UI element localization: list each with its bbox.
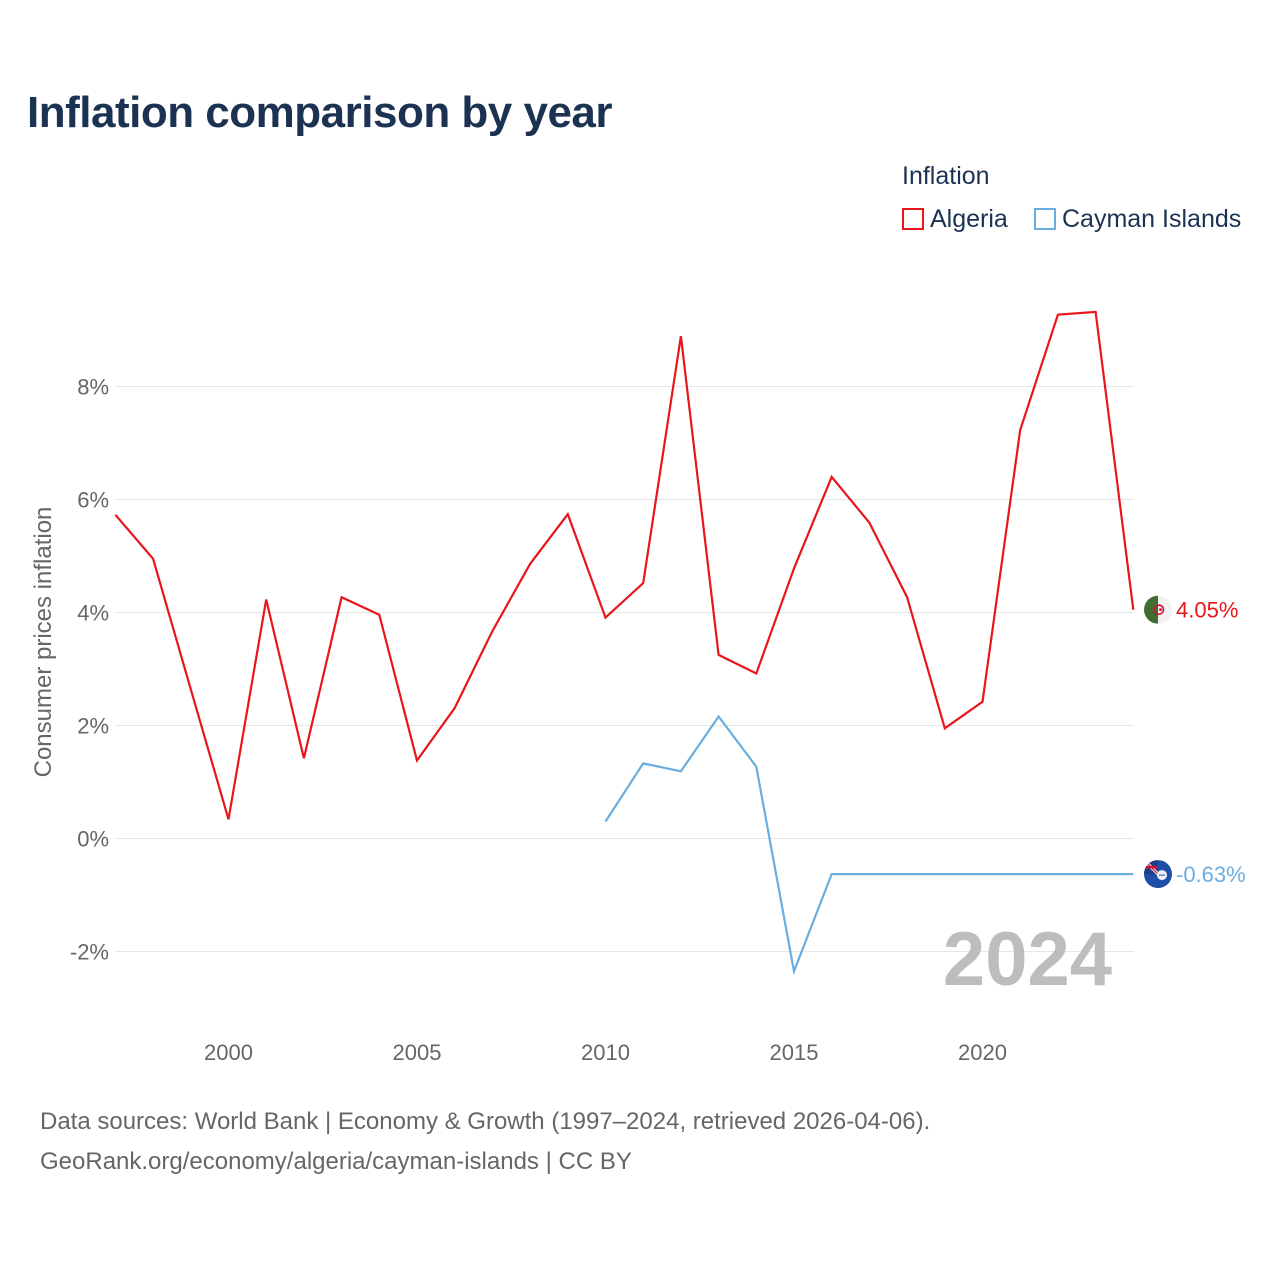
footer-credit: GeoRank.org/economy/algeria/cayman-islan… [40, 1148, 632, 1175]
chart-title: Inflation comparison by year [27, 88, 613, 137]
flag-body [1144, 595, 1172, 624]
x-tick-label: 2010 [581, 1040, 630, 1065]
x-tick-label: 2015 [770, 1040, 819, 1065]
series-lines [114, 310, 1135, 976]
legend-swatch-cayman-islands [1034, 208, 1056, 230]
algeria-flag-icon [1144, 595, 1172, 624]
flag-body [1144, 860, 1172, 889]
flag-star [1159, 608, 1162, 612]
flag-crescent [1153, 604, 1165, 615]
x-tick-label: 2005 [393, 1040, 442, 1065]
legend-title: Inflation [902, 162, 990, 190]
year-watermark: 2024 [943, 917, 1112, 1002]
y-tick-label: 2% [77, 714, 109, 739]
series-line-cayman-islands [604, 714, 1134, 976]
y-tick-label: 6% [77, 488, 109, 513]
legend-swatch-algeria [902, 208, 924, 230]
x-tick-label: 2020 [958, 1040, 1007, 1065]
y-tick-label: -2% [70, 940, 109, 965]
legend-item-algeria[interactable]: Algeria [902, 205, 1008, 233]
flag-green-half [1144, 595, 1158, 624]
y-tick-label: 4% [77, 601, 109, 626]
legend-label-cayman-islands: Cayman Islands [1062, 204, 1242, 233]
legend-label-algeria: Algeria [930, 204, 1008, 233]
series-line-algeria [114, 310, 1135, 820]
y-tick-label: 8% [77, 375, 109, 400]
grid-lines [115, 386, 1134, 952]
flag-white-half [1158, 595, 1172, 624]
series-end-markers: 4.05% -0.63% [1144, 595, 1246, 889]
y-axis-title: Consumer prices inflation [30, 507, 57, 778]
x-axis-ticks: 2000 2005 2010 2015 2020 [204, 1040, 1007, 1065]
legend-item-cayman-islands[interactable]: Cayman Islands [1034, 205, 1241, 233]
x-tick-label: 2000 [204, 1040, 253, 1065]
cayman-islands-flag-icon [1144, 860, 1172, 889]
end-label-algeria: 4.05% [1176, 598, 1238, 623]
end-label-cayman-islands: -0.63% [1176, 862, 1246, 887]
y-axis-ticks: -2% 0% 2% 4% 6% 8% [70, 375, 109, 965]
y-tick-label: 0% [77, 827, 109, 852]
footer-sources: Data sources: World Bank | Economy & Gro… [40, 1108, 931, 1135]
